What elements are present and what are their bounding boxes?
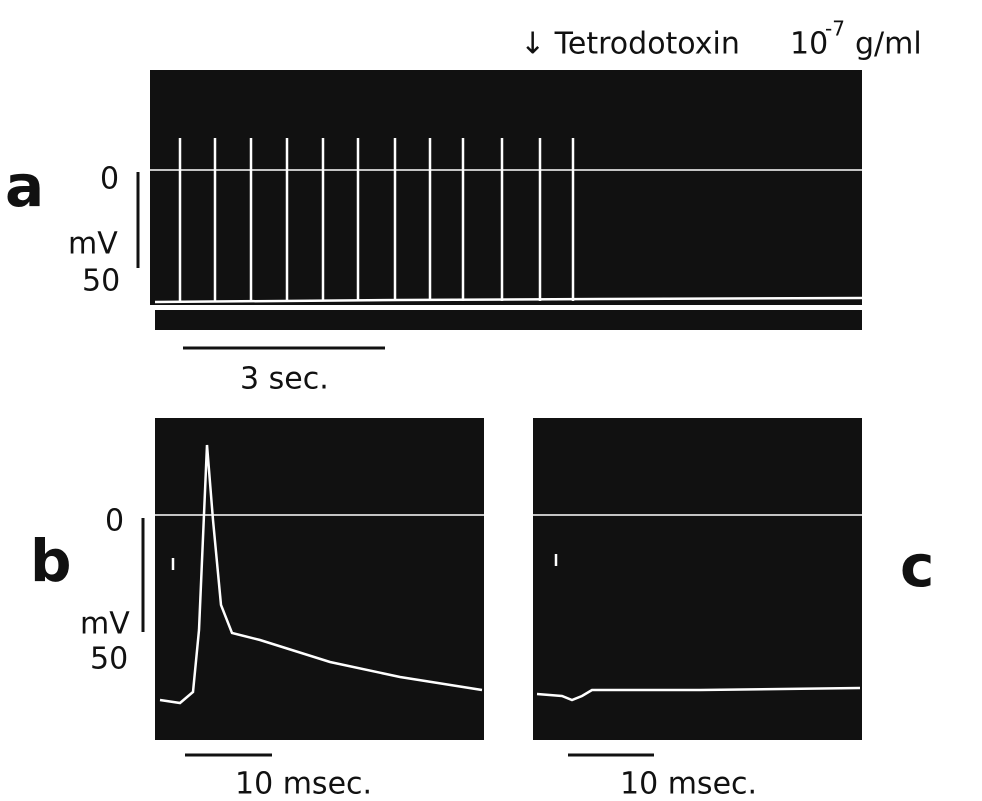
trace-screen bbox=[150, 70, 862, 305]
scale-value: 50 bbox=[82, 264, 120, 299]
concentration-exponent: -7 bbox=[825, 17, 845, 41]
scale-unit: mV bbox=[80, 607, 130, 642]
scale-unit: mV bbox=[68, 227, 118, 262]
time-scale-label: 10 msec. bbox=[620, 767, 757, 801]
panel-label: a bbox=[5, 152, 44, 220]
trace-strip bbox=[155, 310, 862, 330]
time-scale-label: 3 sec. bbox=[240, 362, 329, 397]
drug-annotation: ↓ Tetrodotoxin bbox=[520, 27, 740, 62]
scale-zero: 0 bbox=[100, 162, 119, 197]
panel-label: b bbox=[30, 527, 72, 595]
time-scale-label: 10 msec. bbox=[235, 767, 372, 801]
concentration-unit: g/ml bbox=[855, 27, 922, 62]
panel-label: c bbox=[900, 532, 934, 600]
trace-screen bbox=[155, 418, 484, 740]
trace-screen bbox=[533, 418, 862, 740]
concentration-base: 10 bbox=[790, 27, 828, 62]
scale-zero: 0 bbox=[105, 504, 124, 539]
scale-value: 50 bbox=[90, 642, 128, 677]
figure: ↓ Tetrodotoxin 10 -7 g/ml 0 mV 50 3 sec.… bbox=[0, 0, 982, 801]
